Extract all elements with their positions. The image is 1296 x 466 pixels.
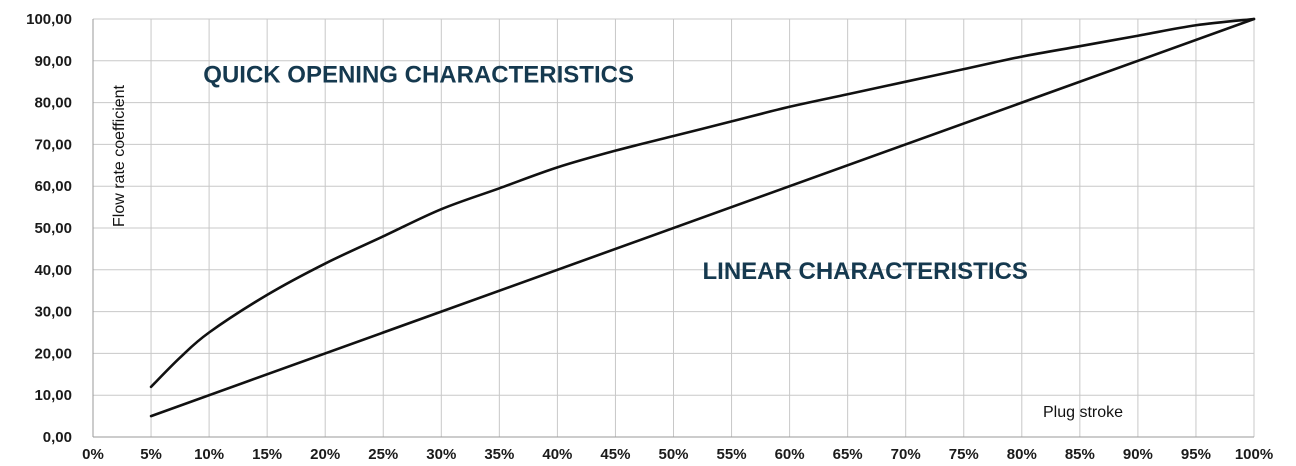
y-tick-label: 60,00 [34, 178, 72, 195]
x-tick-label: 45% [600, 446, 630, 463]
x-tick-label: 60% [775, 446, 805, 463]
x-tick-label: 85% [1065, 446, 1095, 463]
linear-curve [149, 17, 1256, 418]
y-tick-label: 10,00 [34, 387, 72, 404]
x-tick-label: 20% [310, 446, 340, 463]
quick-opening-annotation: QUICK OPENING CHARACTERISTICS [203, 61, 634, 88]
linear-annotation: LINEAR CHARACTERISTICS [703, 258, 1028, 285]
y-tick-label: 30,00 [34, 304, 72, 321]
y-tick-label: 0,00 [43, 429, 72, 446]
x-tick-label: 35% [484, 446, 514, 463]
y-tick-label: 40,00 [34, 262, 72, 279]
y-tick-label: 90,00 [34, 53, 72, 70]
x-axis-label: Plug stroke [1043, 404, 1123, 421]
x-tick-labels: 0% 5% 10% 15% 20% 25% 30% 35% 40% 45% 50% 55% 60% 65%… [82, 446, 1273, 463]
x-tick-label: 10% [194, 446, 224, 463]
x-tick-label: 65% [833, 446, 863, 463]
y-axis-label: Flow rate coefficient [111, 84, 128, 227]
x-tick-label: 25% [368, 446, 398, 463]
x-tick-label: 75% [949, 446, 979, 463]
y-tick-label: 50,00 [34, 220, 72, 237]
x-tick-label: 55% [717, 446, 747, 463]
x-tick-label: 30% [426, 446, 456, 463]
x-tick-label: 80% [1007, 446, 1037, 463]
annotations: QUICK OPENING CHARACTERISTICS LINEAR CHAR… [203, 61, 1028, 284]
series-lines [149, 17, 1256, 418]
x-tick-label: 15% [252, 446, 282, 463]
y-tick-labels: 0,00 10,00 20,00 30,00 40,00 50,00 60,00 70,00 8… [26, 11, 72, 446]
x-tick-label: 70% [891, 446, 921, 463]
x-tick-label: 90% [1123, 446, 1153, 463]
y-tick-label: 80,00 [34, 95, 72, 112]
x-tick-label: 0% [82, 446, 104, 463]
x-tick-label: 95% [1181, 446, 1211, 463]
y-tick-label: 20,00 [34, 345, 72, 362]
x-tick-label: 40% [542, 446, 572, 463]
y-tick-label: 70,00 [34, 136, 72, 153]
y-tick-label: 100,00 [26, 11, 72, 28]
x-tick-label: 50% [658, 446, 688, 463]
x-tick-label: 100% [1235, 446, 1273, 463]
x-tick-label: 5% [140, 446, 162, 463]
axes [92, 19, 1254, 438]
quick-opening-curve [149, 17, 1256, 389]
